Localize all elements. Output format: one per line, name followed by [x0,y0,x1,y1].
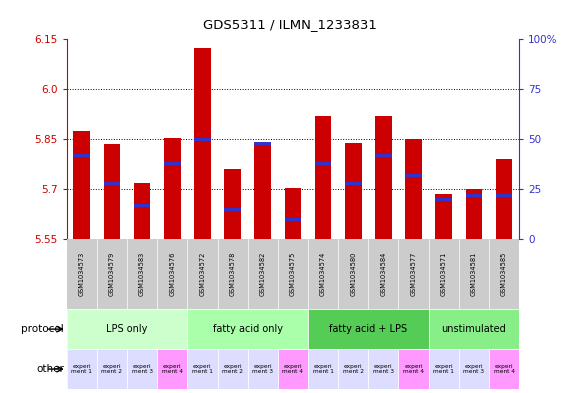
Text: GSM1034585: GSM1034585 [501,252,507,296]
Bar [368,349,398,389]
Text: GSM1034583: GSM1034583 [139,252,145,296]
Bar [255,141,271,145]
Text: GSM1034579: GSM1034579 [109,252,115,296]
Bar [224,169,241,239]
Text: experi
ment 2: experi ment 2 [222,364,243,375]
Bar [164,138,180,239]
Bar [405,139,422,239]
Text: GSM1034584: GSM1034584 [380,252,386,296]
Text: GSM1034580: GSM1034580 [350,252,356,296]
Text: experi
ment 4: experi ment 4 [403,364,424,375]
Text: unstimulated: unstimulated [441,324,506,334]
Text: experi
ment 2: experi ment 2 [343,364,364,375]
Text: GSM1034577: GSM1034577 [411,252,416,296]
Bar [436,198,452,201]
Text: experi
ment 3: experi ment 3 [373,364,394,375]
Bar [194,48,211,239]
Bar [375,154,392,157]
Text: experi
ment 1: experi ment 1 [71,364,92,375]
Bar [67,309,187,349]
Bar [315,162,331,165]
Bar [97,349,127,389]
Bar [345,143,361,239]
Text: experi
ment 3: experi ment 3 [252,364,273,375]
Text: fatty acid only: fatty acid only [213,324,282,334]
Text: experi
ment 1: experi ment 1 [192,364,213,375]
Text: GSM1034571: GSM1034571 [441,252,447,296]
Bar [218,349,248,389]
Bar [187,349,218,389]
Bar [466,193,482,197]
Bar [278,349,308,389]
Text: experi
ment 1: experi ment 1 [433,364,454,375]
Bar [127,349,157,389]
Bar [489,349,519,389]
Bar [157,349,187,389]
Bar [429,349,459,389]
Text: fatty acid + LPS: fatty acid + LPS [329,324,407,334]
Bar [375,116,392,239]
Text: experi
ment 1: experi ment 1 [313,364,333,375]
Bar [285,187,301,239]
Bar [466,189,482,239]
Text: GSM1034578: GSM1034578 [230,252,235,296]
Bar [248,349,278,389]
Text: GSM1034573: GSM1034573 [79,252,85,296]
Bar [496,193,512,197]
Bar [405,174,422,177]
Bar [74,131,90,239]
Bar [134,204,150,207]
Bar [285,217,301,221]
Text: experi
ment 2: experi ment 2 [102,364,122,375]
Bar [74,154,90,157]
Text: other: other [36,364,64,374]
Text: GSM1034572: GSM1034572 [200,252,205,296]
Bar [224,208,241,211]
Bar [187,309,308,349]
Bar [67,349,97,389]
Text: GSM1034582: GSM1034582 [260,252,266,296]
Text: experi
ment 3: experi ment 3 [132,364,153,375]
Text: GDS5311 / ILMN_1233831: GDS5311 / ILMN_1233831 [203,18,377,31]
Text: LPS only: LPS only [106,324,148,334]
Bar [104,144,120,239]
Bar [429,309,519,349]
Bar [164,162,180,165]
Bar [134,182,150,239]
Text: GSM1034574: GSM1034574 [320,252,326,296]
Text: GSM1034575: GSM1034575 [290,252,296,296]
Bar [308,349,338,389]
Text: experi
ment 3: experi ment 3 [463,364,484,375]
Text: experi
ment 4: experi ment 4 [162,364,183,375]
Bar [194,138,211,141]
Bar [436,194,452,239]
Bar [308,309,429,349]
Text: GSM1034576: GSM1034576 [169,252,175,296]
Bar [496,159,512,239]
Text: GSM1034581: GSM1034581 [471,252,477,296]
Bar [345,182,361,185]
Bar [459,349,489,389]
Text: experi
ment 4: experi ment 4 [494,364,514,375]
Bar [255,144,271,239]
Bar [104,182,120,185]
Bar [315,116,331,239]
Text: protocol: protocol [21,324,64,334]
Bar [398,349,429,389]
Bar [338,349,368,389]
Text: experi
ment 4: experi ment 4 [282,364,303,375]
